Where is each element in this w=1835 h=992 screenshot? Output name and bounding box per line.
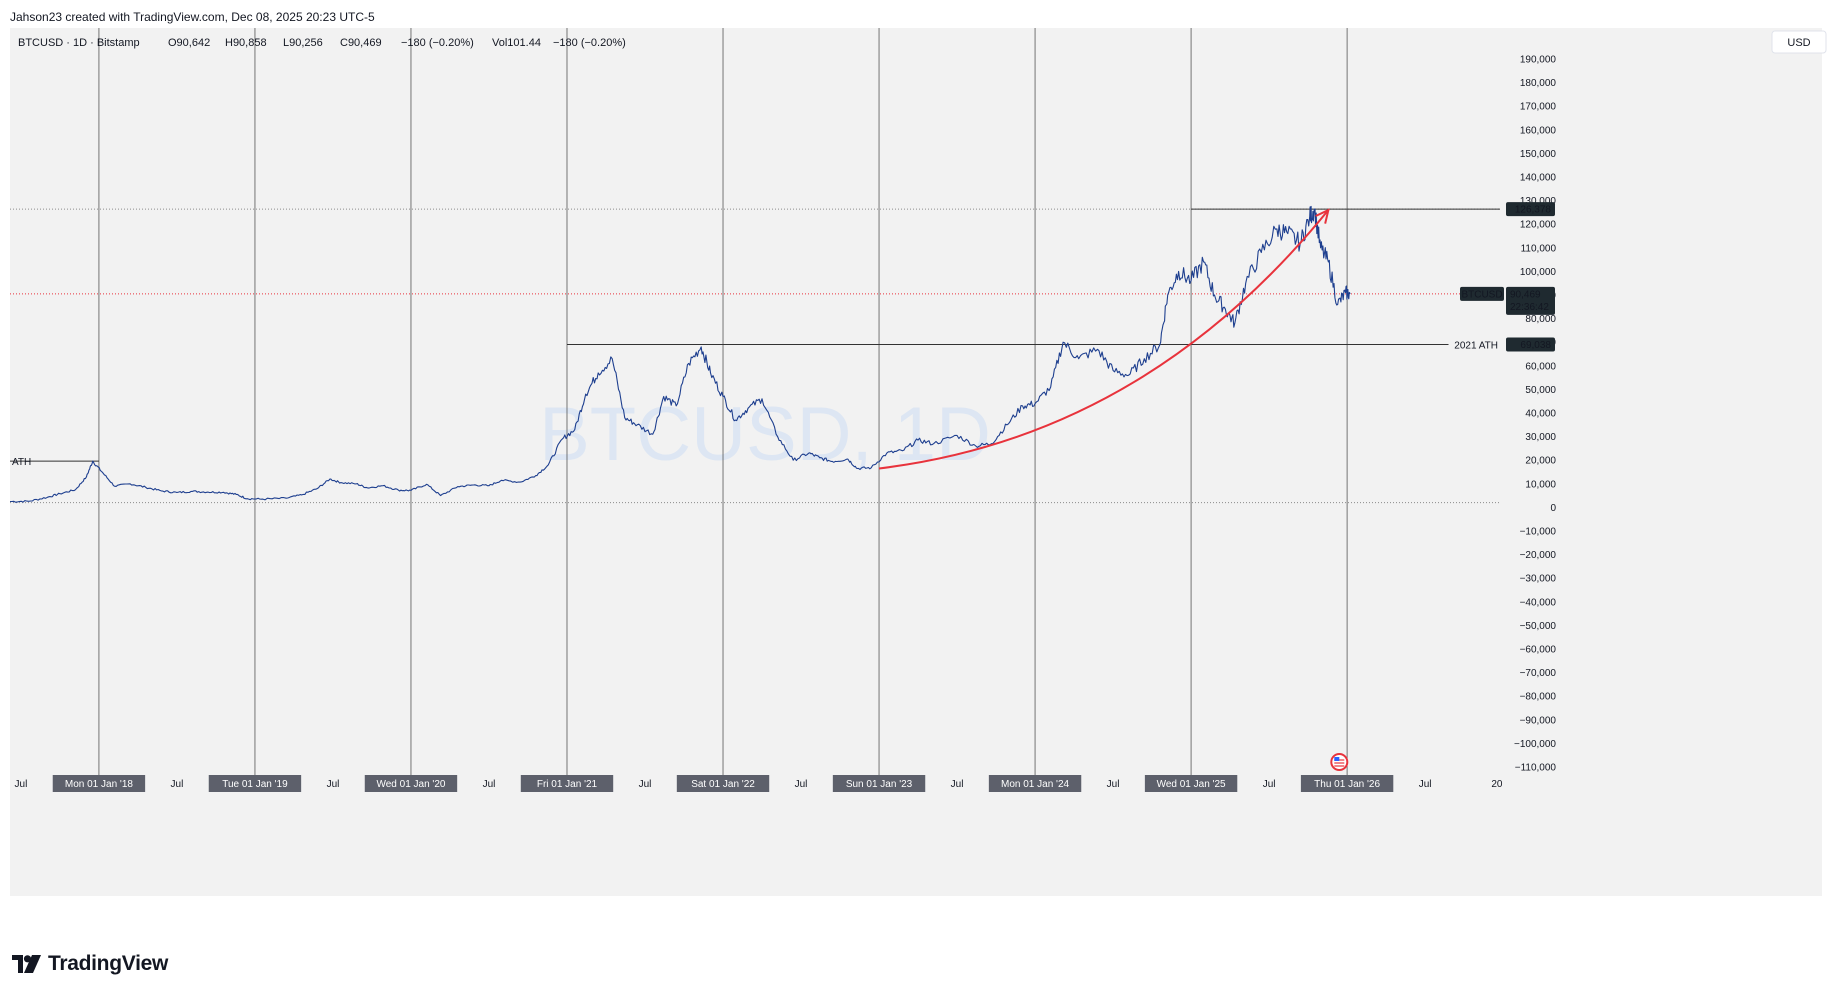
legend-high: H90,858: [225, 37, 267, 49]
last-price-symbol-bg: [1460, 286, 1504, 301]
arc-layer: [878, 208, 1330, 470]
price-axis-tick: 0: [1550, 503, 1556, 514]
time-axis-date-label: Wed 01 Jan '20: [376, 779, 445, 790]
price-axis-tick: −70,000: [1520, 668, 1557, 679]
symbol-watermark: BTCUSD, 1D: [539, 392, 991, 477]
time-axis-tick: 20: [1491, 779, 1503, 790]
time-axis-date-label: Tue 01 Jan '19: [222, 779, 288, 790]
flag-canton-icon: [1334, 757, 1340, 761]
ath-2025-price-label: 126,378: [1515, 205, 1552, 216]
price-axis-tick: 80,000: [1525, 314, 1556, 325]
tradingview-logo[interactable]: TradingView: [12, 952, 168, 976]
btcusd-chart[interactable]: BTCUSD, 1D ATH 2021 ATH 190,000 180,000 170…: [10, 28, 1835, 940]
tradingview-logo-icon: [12, 955, 41, 973]
price-axis-tick: −10,000: [1520, 527, 1557, 538]
time-axis-highlight-bg: [676, 775, 770, 792]
ath-2025-price-label-bg: [1506, 202, 1555, 217]
legend-open: O90,642: [168, 37, 210, 49]
growth-arc-arrowhead: [1315, 208, 1330, 224]
grid-layer: [10, 28, 1500, 778]
ath-2021-price-label: 69,038: [1520, 340, 1551, 351]
price-axis-tick: −20,000: [1520, 550, 1557, 561]
time-axis-tick: Jul: [1419, 779, 1432, 790]
time-axis-tick: Jul: [327, 779, 340, 790]
currency-button-bg[interactable]: [1771, 30, 1827, 54]
time-axis-date-label: Wed 01 Jan '25: [1157, 779, 1226, 790]
last-price-value: 90,469: [1510, 289, 1541, 300]
time-axis-date-label: Thu 01 Jan '26: [1314, 779, 1380, 790]
price-axis-tick: 10,000: [1525, 479, 1556, 490]
price-axis-tick: 170,000: [1520, 102, 1557, 113]
growth-arc-line[interactable]: [878, 209, 1330, 470]
price-axis-tick: −80,000: [1520, 692, 1557, 703]
time-axis-highlight-bg: [832, 775, 926, 792]
time-axis-date-label: Fri 01 Jan '21: [537, 779, 598, 790]
time-axis-tick: Jul: [951, 779, 964, 790]
time-axis-date-label: Mon 01 Jan '18: [65, 779, 134, 790]
price-axis-tick: −60,000: [1520, 645, 1557, 656]
legend-change: −180 (−0.20%): [401, 37, 474, 49]
time-axis-tick: Jul: [483, 779, 496, 790]
price-axis-tick: −90,000: [1520, 715, 1557, 726]
price-axis-tick: −40,000: [1520, 597, 1557, 608]
time-axis-tick: Jul: [795, 779, 808, 790]
legend-volume-change: −180 (−0.20%): [553, 37, 626, 49]
last-price-countdown: 22:36:42: [1510, 302, 1549, 313]
legend-bar: BTCUSD · 1D · Bitstamp O90,642 H90,858 L…: [18, 37, 626, 49]
price-axis-tick: 20,000: [1525, 456, 1556, 467]
currency-button[interactable]: USD: [1771, 30, 1827, 54]
time-axis-highlight-bg: [520, 775, 614, 792]
price-axis-tick: 130,000: [1520, 196, 1557, 207]
price-axis-tick: −30,000: [1520, 574, 1557, 585]
time-axis-highlight-bg: [52, 775, 146, 792]
price-axis-tick: 40,000: [1525, 409, 1556, 420]
ath-2021-price-label-bg: [1506, 337, 1555, 352]
btcusd-price-line[interactable]: [10, 205, 1351, 503]
time-axis-date-label: Sun 01 Jan '23: [846, 779, 913, 790]
time-axis-highlight-bg: [1144, 775, 1238, 792]
price-axis-tick: −100,000: [1514, 739, 1556, 750]
price-axis-tick: 160,000: [1520, 125, 1557, 136]
price-axis-tick: 140,000: [1520, 173, 1557, 184]
time-axis-highlight-bg: [364, 775, 458, 792]
price-axis-tick: 120,000: [1520, 220, 1557, 231]
series-layer: [10, 205, 1351, 503]
price-axis-tick: 110,000: [1521, 243, 1557, 254]
level-layer: ATH 2021 ATH: [10, 208, 1500, 468]
time-axis-highlight-bg: [1300, 775, 1394, 792]
time-axis-tick: Jul: [15, 779, 28, 790]
us-flag-event-icon[interactable]: [1330, 753, 1349, 771]
last-price-box-bg: [1506, 286, 1555, 315]
time-axis-tick: Jul: [1263, 779, 1276, 790]
price-axis-tick: 150,000: [1520, 149, 1557, 160]
chart-area[interactable]: BTCUSD, 1D ATH 2021 ATH 190,000 180,000 170…: [10, 28, 1835, 940]
price-axis-tick: −110,000: [1515, 763, 1557, 774]
time-axis-highlight-bg: [988, 775, 1082, 792]
legend-low: L90,256: [283, 37, 323, 49]
price-axis-tick: 60,000: [1525, 361, 1556, 372]
last-price-symbol[interactable]: BTCUSD: [1461, 289, 1502, 300]
price-axis-tick: 30,000: [1525, 432, 1556, 443]
tradingview-wordmark: TradingView: [48, 952, 169, 975]
legend-volume: Vol101.44: [492, 37, 541, 49]
time-axis-tick: Jul: [1107, 779, 1120, 790]
legend-symbol[interactable]: BTCUSD · 1D · Bitstamp: [18, 37, 140, 49]
price-axis-tick: 190,000: [1520, 55, 1557, 66]
price-axis-tick: −50,000: [1520, 621, 1557, 632]
time-axis-highlight-bg: [208, 775, 302, 792]
price-axis-tick: 100,000: [1520, 267, 1557, 278]
time-axis-tick: Jul: [639, 779, 652, 790]
legend-close: C90,469: [340, 37, 382, 49]
currency-button-label[interactable]: USD: [1787, 37, 1810, 49]
ath-2017-label: ATH: [12, 457, 31, 468]
chart-credit-line: Jahson23 created with TradingView.com, D…: [10, 10, 375, 24]
time-axis-tick: Jul: [171, 779, 184, 790]
price-axis-tick: 180,000: [1520, 78, 1557, 89]
time-axis-date-label: Mon 01 Jan '24: [1001, 779, 1070, 790]
time-axis-date-label: Sat 01 Jan '22: [691, 779, 755, 790]
ath-2021-label: 2021 ATH: [1454, 340, 1498, 351]
axis-layer: 190,000 180,000 170,000 160,000 150,000 140,0…: [15, 55, 1557, 792]
price-axis-tick: 50,000: [1525, 385, 1556, 396]
